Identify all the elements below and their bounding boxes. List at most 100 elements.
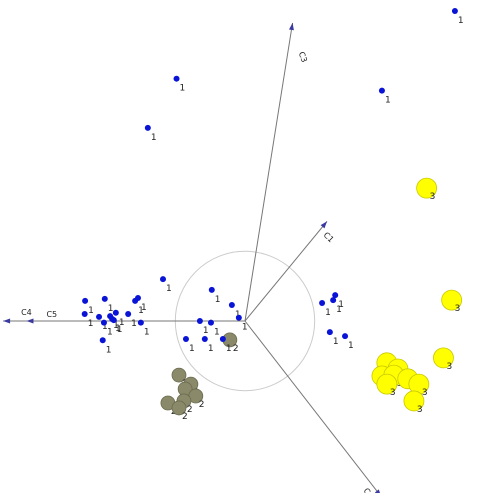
point-label: 1 [119, 318, 125, 328]
point-marker [330, 297, 337, 304]
point-label: 1 [189, 344, 195, 354]
point-label: 2 [182, 412, 188, 422]
point-marker [235, 314, 242, 321]
loading-line [244, 320, 380, 493]
point-marker [319, 299, 326, 306]
point-marker [451, 8, 458, 15]
observation-point-class-1: 1 [81, 311, 94, 329]
point-label: 1 [458, 16, 464, 26]
observation-point-class-1: 1 [110, 317, 123, 335]
point-marker [96, 313, 103, 320]
point-marker [219, 336, 226, 343]
point-marker [416, 177, 438, 199]
point-label: 1 [144, 328, 150, 338]
point-label: 1 [131, 319, 137, 329]
observation-point-class-3: 3 [403, 390, 425, 415]
loading-label: C3 [297, 51, 309, 64]
point-label: 1 [385, 96, 391, 106]
point-marker [144, 124, 151, 131]
point-marker [99, 337, 106, 344]
loading-label: C5 [46, 310, 57, 319]
point-marker [342, 333, 349, 340]
point-label: 3 [446, 362, 452, 372]
point-label: 1 [203, 326, 209, 336]
point-marker [196, 318, 203, 324]
point-marker [137, 319, 144, 326]
point-label: 3 [455, 304, 461, 314]
loading-line [244, 221, 328, 322]
observation-point-class-1: 1 [219, 336, 232, 354]
point-label: 2 [187, 405, 193, 415]
loading-arrowhead [26, 318, 34, 324]
observation-point-class-1: 1 [125, 311, 137, 329]
loading-line [244, 22, 294, 322]
loading-arrowhead [3, 318, 11, 324]
observation-point-class-1: 1 [235, 314, 248, 333]
observation-point-class-1: 1 [82, 297, 94, 316]
observation-point-class-1: 1 [160, 276, 172, 294]
observation-point-class-1: 1 [96, 313, 108, 332]
point-label: 1 [117, 325, 123, 335]
point-label: 1 [325, 308, 331, 318]
observation-point-class-1: 1 [207, 319, 220, 338]
point-label: 1 [106, 345, 112, 355]
loading-label: C6 [361, 486, 375, 493]
point-label: 1 [338, 300, 344, 310]
point-marker [376, 373, 398, 395]
point-marker [81, 311, 88, 318]
point-label: 1 [141, 303, 147, 313]
observation-point-class-1: 1 [330, 297, 342, 315]
point-marker [433, 347, 454, 369]
loading-arrowhead [374, 489, 380, 493]
loading-vectors-layer: C3 C1 C4 C5 C6 [3, 22, 380, 493]
point-label: 1 [208, 344, 214, 354]
point-label: 1 [88, 319, 94, 329]
point-label: 2 [199, 400, 205, 410]
observation-point-class-1: 1 [137, 319, 150, 338]
observation-point-class-3: 3 [433, 347, 454, 372]
point-label: 1 [348, 341, 354, 351]
point-label: 1 [214, 328, 220, 338]
point-label: 1 [138, 306, 144, 316]
point-marker [132, 297, 139, 304]
point-label: 1 [115, 324, 121, 334]
point-label: 3 [430, 192, 436, 202]
observation-point-class-1: 1 [182, 336, 195, 354]
point-marker [125, 311, 132, 318]
point-marker [82, 297, 89, 304]
point-label: 1 [113, 321, 119, 331]
observation-point-class-2: 2 [171, 400, 188, 422]
observation-point-class-3: 3 [441, 289, 463, 314]
loading-vector-c6: C6 [244, 320, 380, 493]
observation-point-class-1: 1 [342, 333, 354, 351]
point-label: 3 [417, 405, 423, 415]
observation-point-class-1: 1 [101, 295, 114, 314]
observation-points-layer: 2222222233333333333111111111111111111111… [81, 8, 464, 422]
point-label: 1 [88, 306, 94, 316]
observation-point-class-1: 1 [451, 8, 464, 26]
observation-point-class-1: 1 [173, 75, 186, 94]
point-marker [201, 336, 208, 343]
point-marker [160, 276, 166, 283]
point-marker [171, 400, 187, 416]
point-marker [101, 295, 108, 302]
point-marker [378, 87, 385, 94]
observation-point-class-3: 3 [376, 373, 398, 398]
point-marker [110, 317, 117, 324]
observation-point-class-1: 1 [201, 336, 214, 354]
point-label: 1 [180, 84, 186, 94]
observation-point-class-1: 1 [332, 292, 344, 310]
point-marker [228, 302, 235, 309]
observation-point-class-1: 1 [132, 297, 144, 316]
point-label: 1 [107, 328, 113, 338]
point-marker [332, 292, 339, 299]
loading-arrowhead [320, 221, 327, 229]
point-marker [173, 75, 180, 82]
point-marker [207, 319, 214, 326]
point-label: 1 [166, 284, 172, 294]
observation-point-class-1: 1 [326, 329, 339, 347]
observation-point-class-1: 1 [112, 309, 125, 328]
observation-point-class-1: 1 [99, 337, 112, 355]
point-marker [441, 289, 463, 311]
